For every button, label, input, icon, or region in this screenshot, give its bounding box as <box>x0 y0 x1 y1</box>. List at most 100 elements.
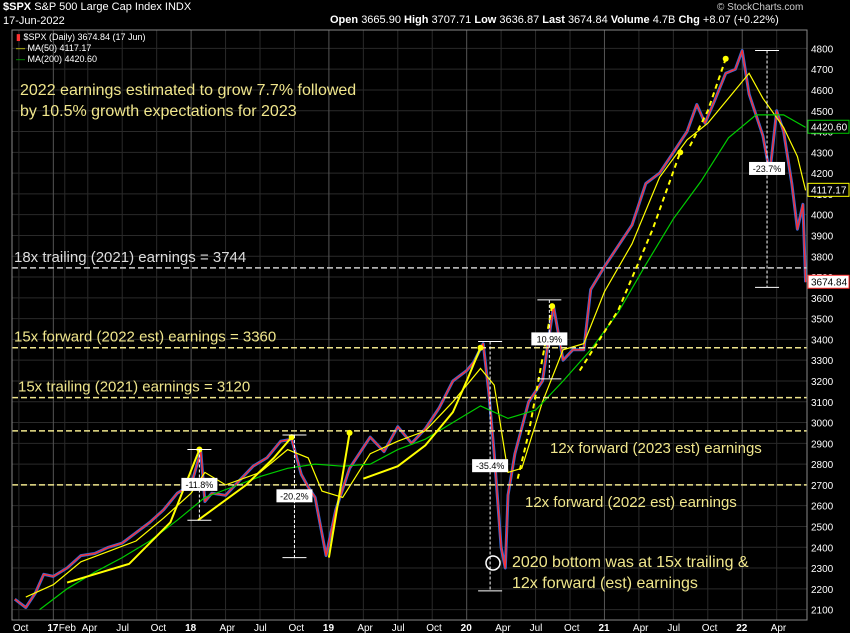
x-tick-label: Jul <box>116 623 129 633</box>
x-tick-label: Jul <box>254 623 267 633</box>
level-label: 12x forward (2023 est) earnings <box>550 440 762 457</box>
exchange: INDX <box>164 1 192 13</box>
y-tick-label: 3300 <box>811 356 834 367</box>
change-value: +8.07 (+0.22%) <box>702 14 779 26</box>
y-tick-label: 3800 <box>811 252 834 263</box>
y-tick-label: 3100 <box>811 398 834 409</box>
index-name: S&P 500 Large Cap Index <box>34 1 162 13</box>
price-tag-bg <box>807 119 850 134</box>
y-tick-label: 4500 <box>811 107 834 118</box>
level-label: 15x forward (2022 est) earnings = 3360 <box>14 329 276 346</box>
x-tick-label: 22 <box>736 623 748 633</box>
x-tick-label: Apr <box>357 623 373 633</box>
symbol: $SPX <box>3 1 32 13</box>
y-tick-label: 2500 <box>811 522 834 533</box>
drawdown-label: -35.4% <box>476 461 505 471</box>
y-tick-label: 3000 <box>811 419 834 430</box>
y-tick-label: 3400 <box>811 335 834 346</box>
y-tick-label: 4600 <box>811 86 834 97</box>
x-tick-label: Oct <box>702 623 718 633</box>
price-tags: 4420.60 4117.17 3674.84 <box>807 119 850 289</box>
legend-ma50: — MA(50) 4117.17 <box>16 43 92 53</box>
x-tick-label: 21 <box>598 623 610 633</box>
y-tick-label: 4700 <box>811 65 834 76</box>
drawdown-label: -11.8% <box>185 480 213 490</box>
trend-arrow-head <box>677 149 684 156</box>
x-tick-label: 17 <box>47 623 59 633</box>
y-tick-label: 4800 <box>811 44 834 55</box>
x-tick-label: Oct <box>13 623 29 633</box>
y-tick-label: 4000 <box>811 211 834 222</box>
headline-note: 2022 earnings estimated to grow 7.7% fol… <box>20 82 357 120</box>
x-tick-label: 18 <box>185 623 197 633</box>
legend-ma200: — MA(200) 4420.60 <box>16 54 98 64</box>
legend: ▮ $SPX (Daily) 3674.84 (17 Jun) — MA(50)… <box>16 32 146 65</box>
x-tick-label: Apr <box>633 623 649 633</box>
trend-arrow-head <box>549 303 556 310</box>
trend-line <box>689 58 727 147</box>
low-value: 3636.87 <box>499 14 540 26</box>
watermark: © StockCharts.com <box>717 2 804 13</box>
x-tick-label: Oct <box>564 623 580 633</box>
trend-arrow-head <box>288 434 295 441</box>
x-tick-label: Oct <box>288 623 304 633</box>
plot-border <box>11 29 808 621</box>
y-tick-label: 4200 <box>811 169 834 180</box>
x-tick-label: Jul <box>392 623 405 633</box>
trend-arrow-head <box>477 344 484 351</box>
y-tick-label: 2600 <box>811 502 834 513</box>
drawdown-label-bg <box>276 489 313 503</box>
price-tag-bg <box>807 182 850 197</box>
trend-arrow-head <box>346 429 353 436</box>
price-tag-label: 4117.17 <box>811 185 847 196</box>
x-tick-label: Oct <box>151 623 167 633</box>
x-tick-label: 20 <box>461 623 473 633</box>
level-label: 12x forward (2022 est) earnings <box>525 494 737 511</box>
x-tick-label: Apr <box>771 623 787 633</box>
ma200-line <box>39 114 806 611</box>
x-tick-label: Apr <box>220 623 236 633</box>
y-tick-label: 2300 <box>811 564 834 575</box>
drawdown-label-bg <box>531 332 568 346</box>
x-tick-label: Oct <box>426 623 442 633</box>
bottom-note: 2020 bottom was at 15x trailing & 12x fo… <box>512 554 749 592</box>
y-tick-label: 3600 <box>811 294 834 305</box>
trend-line <box>362 347 482 480</box>
y-tick-label: 2900 <box>811 439 834 450</box>
trend-line <box>327 432 351 558</box>
valuation-levels: 18x trailing (2021) earnings = 3744 15x f… <box>12 249 807 511</box>
bottom-marker <box>485 555 501 571</box>
drawdown-label-bg <box>749 161 786 175</box>
x-tick-label: Jul <box>667 623 680 633</box>
price-series <box>13 49 808 611</box>
ma50-line <box>25 72 807 598</box>
chart-title: $SPX S&P 500 Large Cap Index INDX <box>3 1 191 13</box>
x-tick-label: Apr <box>495 623 511 633</box>
x-tick-label: 19 <box>323 623 335 633</box>
drawdown-label-bg <box>181 477 218 491</box>
level-label: 15x trailing (2021) earnings = 3120 <box>18 379 250 396</box>
trend-arrow-head <box>722 55 729 62</box>
ohlc-readout: Open 3665.90 High 3707.71 Low 3636.87 La… <box>330 14 779 26</box>
legend-spx: ▮ $SPX (Daily) 3674.84 (17 Jun) <box>16 32 146 42</box>
trend-line <box>578 151 682 372</box>
y-tick-label: 2700 <box>811 481 834 492</box>
price-line <box>14 49 807 609</box>
price-tag-label: 4420.60 <box>811 122 848 133</box>
y-tick-label: 2400 <box>811 543 834 554</box>
volume-value: 4.7B <box>652 14 676 26</box>
y-tick-label: 3200 <box>811 377 834 388</box>
x-tick-label: Apr <box>82 623 98 633</box>
last-value: 3674.84 <box>567 14 608 26</box>
drawdown-label: -23.7% <box>753 164 782 174</box>
drawdown-label: -20.2% <box>280 491 309 501</box>
drawdown-label: 10.9% <box>537 334 563 344</box>
x-tick-label: Feb <box>59 623 77 633</box>
level-label: 18x trailing (2021) earnings = 3744 <box>14 249 246 266</box>
y-tick-label: 4300 <box>811 148 834 159</box>
y-tick-label: 2200 <box>811 585 834 596</box>
drawdown-markers: -11.8% -20.2% -35.4% 10.9% -23.7% <box>181 49 786 592</box>
y-tick-label: 3900 <box>811 231 834 242</box>
price-tag-bg <box>807 274 850 289</box>
